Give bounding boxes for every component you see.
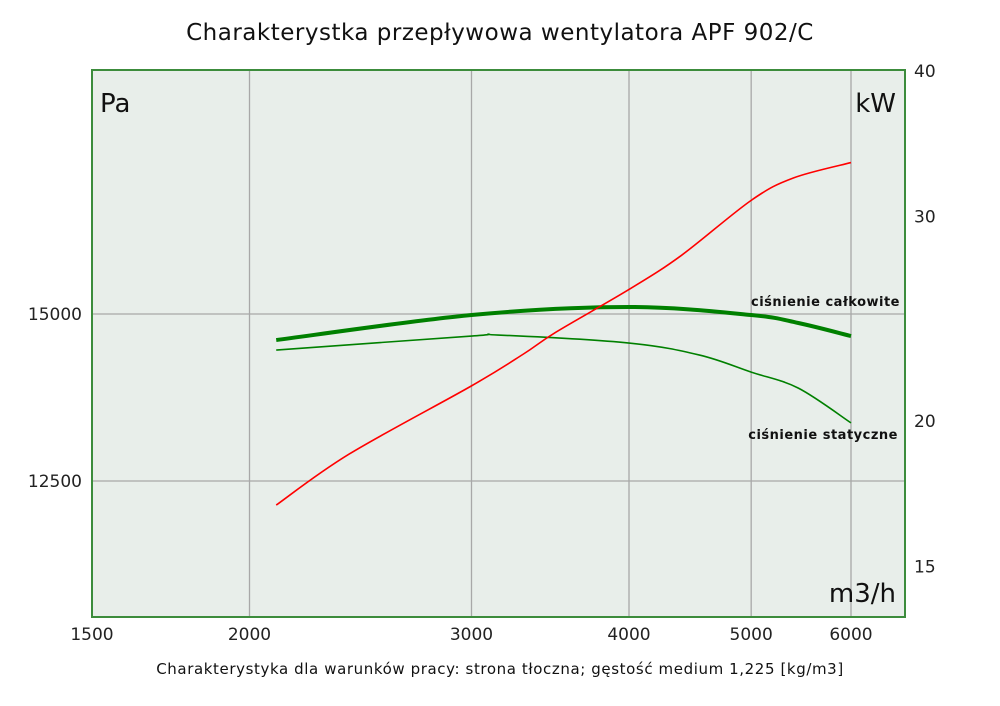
y-axis-label: Pa (100, 89, 130, 119)
series-label-static: ciśnienie statyczne (748, 428, 898, 443)
y-tick-label: 15000 (28, 305, 82, 325)
y-tick-label: 12500 (28, 472, 82, 492)
series-line-power (275, 161, 852, 506)
x-tick-label: 3000 (450, 625, 493, 645)
y2-tick-label: 20 (914, 412, 936, 432)
chart-title: Charakterystka przepływowa wentylatora A… (186, 20, 814, 46)
plot-frame (91, 69, 906, 618)
y2-axis-label: kW (855, 89, 896, 119)
x-tick-label: 4000 (607, 625, 650, 645)
series-label-total: ciśnienie całkowite (751, 295, 900, 310)
x-tick-label: 2000 (228, 625, 271, 645)
x-tick-label: 5000 (730, 625, 773, 645)
plot-background (92, 70, 905, 617)
series-line-static-pressure (276, 333, 852, 424)
y2-tick-label: 40 (914, 62, 936, 82)
x-tick-label: 1500 (70, 625, 113, 645)
series-line-total-pressure (275, 304, 852, 343)
y2-tick-label: 30 (914, 207, 936, 227)
y2-tick-label: 15 (914, 557, 936, 577)
x-tick-label: 6000 (829, 625, 872, 645)
x-axis-label: m3/h (829, 579, 896, 609)
chart-footnote: Charakterystyka dla warunków pracy: stro… (156, 660, 844, 678)
